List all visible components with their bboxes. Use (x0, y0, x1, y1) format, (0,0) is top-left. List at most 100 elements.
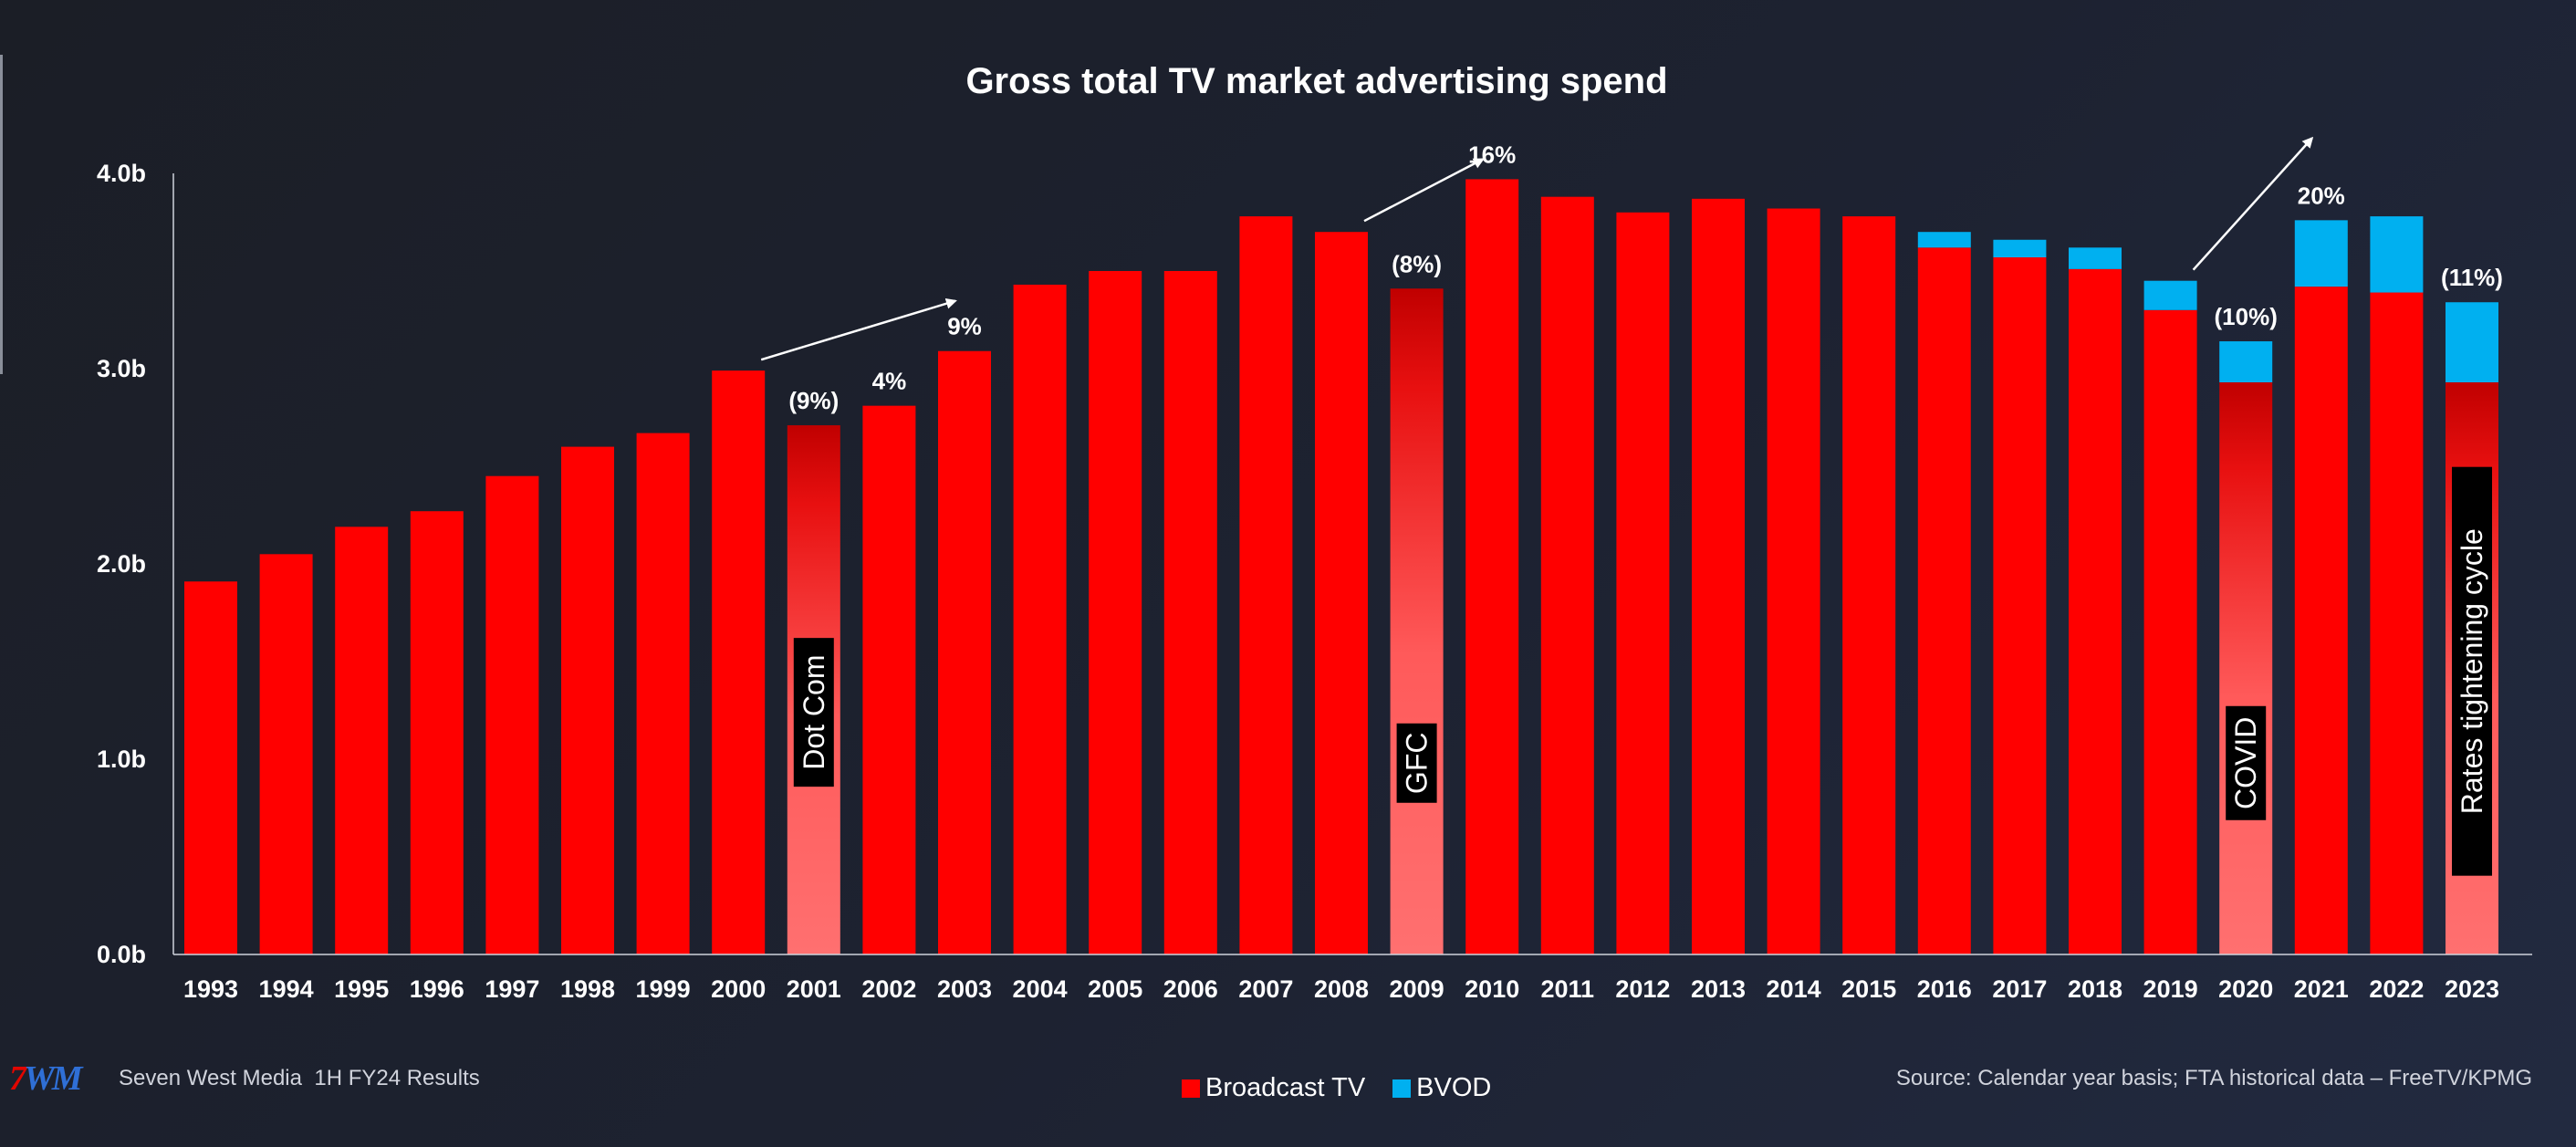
bar-broadcast-2007 (1239, 216, 1293, 954)
x-tick-label: 2011 (1541, 975, 1595, 1003)
bar-broadcast-2000 (712, 370, 766, 954)
report-name: 1H FY24 Results (314, 1066, 480, 1090)
legend-item-broadcast: Broadcast TV (1182, 1073, 1365, 1103)
bar-broadcast-2013 (1692, 198, 1745, 954)
x-tick-label: 2015 (1841, 975, 1896, 1003)
bar-broadcast-1999 (636, 433, 690, 954)
legend-swatch-bvod (1392, 1079, 1412, 1098)
bar-bvod-2019 (2143, 280, 2197, 310)
x-tick-label: 2021 (2294, 975, 2349, 1003)
growth-label-2003: 9% (947, 313, 982, 340)
x-tick-label: 2012 (1615, 975, 1670, 1003)
bar-broadcast-2004 (1013, 284, 1067, 955)
x-tick-label: 2003 (937, 975, 992, 1003)
x-tick-label: 2022 (2369, 975, 2424, 1003)
bar-broadcast-2003 (938, 350, 991, 954)
x-tick-label: 2000 (711, 975, 766, 1003)
bar-broadcast-2018 (2069, 268, 2122, 954)
bar-broadcast-2021 (2294, 287, 2348, 954)
company-name: Seven West Media (119, 1066, 302, 1090)
bar-broadcast-2010 (1465, 179, 1519, 955)
event-box (793, 638, 834, 787)
event-marker-2001: Dot Com (793, 638, 834, 787)
y-tick-label: 1.0b (97, 746, 146, 773)
event-label: Rates tightening cycle (2456, 528, 2488, 814)
y-tick-label: 4.0b (97, 160, 146, 187)
bar-bvod-2016 (1917, 232, 1971, 248)
bar-broadcast-1998 (561, 446, 614, 955)
legend-item-bvod: BVOD (1392, 1073, 1491, 1103)
legend-label-bvod: BVOD (1416, 1073, 1492, 1102)
x-tick-label: 1994 (259, 975, 314, 1003)
event-label: Dot Com (798, 655, 830, 770)
source-note: Source: Calendar year basis; FTA histori… (1895, 1066, 2532, 1090)
x-tick-label: 2018 (2068, 975, 2122, 1003)
chart-legend: Broadcast TV BVOD (1182, 1073, 1518, 1103)
footer-company: Seven West Media 1H FY24 Results (119, 1066, 480, 1091)
x-tick-label: 1997 (485, 975, 539, 1003)
x-tick-label: 2005 (1088, 975, 1142, 1003)
left-divider-line (0, 55, 3, 374)
x-tick-label: 2014 (1767, 975, 1821, 1003)
x-tick-label: 2023 (2445, 975, 2499, 1003)
x-tick-label: 2019 (2143, 975, 2198, 1003)
bar-bvod-2017 (1993, 239, 2047, 258)
bar-broadcast-1993 (184, 581, 237, 954)
bar-broadcast-1995 (335, 527, 389, 954)
event-marker-2009: GFC (1396, 723, 1437, 803)
x-tick-label: 1996 (410, 975, 464, 1003)
bar-broadcast-2009 (1390, 288, 1444, 954)
bar-broadcast-2002 (862, 405, 916, 954)
trend-arrow-2000-2003 (760, 297, 957, 361)
bar-broadcast-2020 (2219, 381, 2273, 955)
growth-label-2009: (8%) (1392, 250, 1442, 277)
event-marker-2020: COVID (2226, 705, 2267, 820)
growth-label-2010: 16% (1468, 141, 1516, 168)
event-box (2226, 705, 2267, 820)
bar-broadcast-2015 (1842, 216, 1896, 954)
y-axis: 0.0b 1.0b 2.0b 3.0b 4.0b (97, 160, 174, 968)
seven-west-media-logo: 7WM (9, 1059, 83, 1098)
trend-arrows (760, 136, 2314, 361)
trend-arrow-2008-2010 (1363, 158, 1485, 223)
bar-broadcast-1997 (485, 475, 539, 954)
x-tick-label: 2001 (787, 975, 841, 1003)
event-box (1396, 723, 1437, 803)
growth-label-2001: (9%) (788, 387, 839, 414)
bar-bvod-2021 (2294, 220, 2348, 287)
bar-bvod-2020 (2219, 341, 2273, 382)
x-tick-label: 1995 (334, 975, 389, 1003)
event-label: GFC (1401, 733, 1434, 795)
x-tick-label: 2013 (1691, 975, 1746, 1003)
x-tick-label: 2009 (1390, 975, 1444, 1003)
y-tick-label: 2.0b (97, 550, 146, 578)
y-tick-label: 3.0b (97, 355, 146, 382)
x-tick-label: 1993 (183, 975, 238, 1003)
event-marker-2023: Rates tightening cycle (2452, 466, 2492, 876)
bar-bvod-2023 (2446, 302, 2498, 382)
x-tick-label: 2017 (1992, 975, 2047, 1003)
y-tick-label: 0.0b (97, 941, 146, 968)
bar-broadcast-2014 (1767, 208, 1820, 954)
x-tick-label: 2002 (861, 975, 916, 1003)
bar-broadcast-2006 (1163, 271, 1217, 954)
event-label: COVID (2229, 717, 2262, 809)
bar-broadcast-2011 (1540, 196, 1594, 954)
bar-broadcast-2016 (1917, 247, 1971, 954)
event-markers: Dot Com GFC COVID Rates tightening cycle (793, 466, 2492, 876)
x-tick-label: 2004 (1013, 975, 1068, 1003)
bar-broadcast-2019 (2143, 309, 2197, 954)
bar-broadcast-2022 (2370, 292, 2424, 954)
bars (184, 179, 2498, 955)
trend-arrow-2019-2021 (2192, 136, 2314, 271)
x-tick-label: 2006 (1163, 975, 1218, 1003)
bar-bvod-2022 (2370, 216, 2424, 293)
bar-broadcast-2017 (1993, 257, 2047, 954)
bar-broadcast-1996 (410, 511, 464, 954)
growth-label-2023: (11%) (2441, 264, 2503, 291)
growth-label-2021: 20% (2298, 182, 2345, 209)
x-tick-label: 2016 (1917, 975, 1972, 1003)
chart-title: Gross total TV market advertising spend (965, 61, 1667, 101)
x-axis: 1993 1994 1995 1996 1997 1998 1999 2000 2001 2002… (173, 954, 2532, 1003)
